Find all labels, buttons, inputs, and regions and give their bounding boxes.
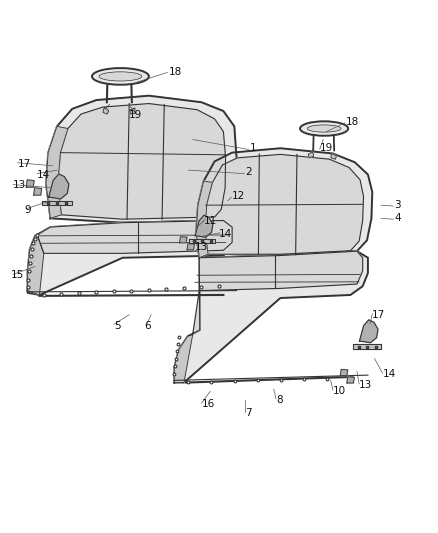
Polygon shape: [180, 237, 187, 243]
Polygon shape: [103, 108, 109, 114]
Polygon shape: [205, 155, 364, 254]
Polygon shape: [174, 334, 193, 383]
Text: 14: 14: [383, 369, 396, 379]
Polygon shape: [331, 154, 336, 159]
Polygon shape: [174, 251, 368, 383]
Text: 12: 12: [232, 191, 245, 201]
Ellipse shape: [99, 72, 142, 81]
Polygon shape: [196, 148, 372, 258]
Text: 8: 8: [276, 395, 283, 405]
Text: 1: 1: [250, 143, 256, 154]
Ellipse shape: [300, 122, 348, 136]
Polygon shape: [49, 174, 69, 199]
Polygon shape: [58, 103, 226, 219]
Polygon shape: [195, 215, 213, 237]
Polygon shape: [188, 251, 363, 336]
Polygon shape: [28, 235, 44, 295]
Text: 16: 16: [201, 399, 215, 409]
Polygon shape: [353, 344, 381, 349]
Text: 14: 14: [219, 229, 232, 239]
Polygon shape: [46, 96, 237, 223]
Polygon shape: [340, 369, 348, 376]
Text: 19: 19: [320, 143, 333, 154]
Polygon shape: [187, 244, 194, 250]
Text: 3: 3: [394, 200, 401, 210]
Text: 18: 18: [346, 117, 359, 127]
Polygon shape: [196, 181, 212, 258]
Ellipse shape: [307, 125, 341, 132]
Polygon shape: [26, 180, 34, 187]
Polygon shape: [130, 108, 135, 114]
Text: 6: 6: [145, 321, 151, 330]
Polygon shape: [46, 126, 68, 219]
Text: 17: 17: [372, 310, 385, 320]
Polygon shape: [28, 221, 237, 295]
Text: 17: 17: [18, 159, 31, 168]
Text: 14: 14: [37, 169, 50, 180]
Polygon shape: [189, 239, 215, 243]
Text: 11: 11: [204, 215, 217, 225]
Text: 4: 4: [394, 213, 401, 223]
Text: 2: 2: [245, 167, 252, 177]
Ellipse shape: [92, 68, 149, 85]
Text: 5: 5: [114, 321, 120, 330]
Text: 19: 19: [129, 110, 142, 120]
Text: 13: 13: [195, 242, 208, 252]
Text: 10: 10: [333, 386, 346, 397]
Text: 13: 13: [13, 181, 26, 190]
Polygon shape: [42, 201, 72, 205]
Text: 9: 9: [24, 205, 31, 215]
Polygon shape: [37, 221, 232, 253]
Polygon shape: [34, 188, 42, 195]
Polygon shape: [360, 320, 378, 343]
Text: 7: 7: [245, 408, 252, 418]
Polygon shape: [308, 152, 314, 158]
Text: 13: 13: [359, 379, 372, 390]
Text: 15: 15: [11, 270, 24, 280]
Polygon shape: [347, 377, 354, 383]
Text: 18: 18: [169, 67, 182, 77]
